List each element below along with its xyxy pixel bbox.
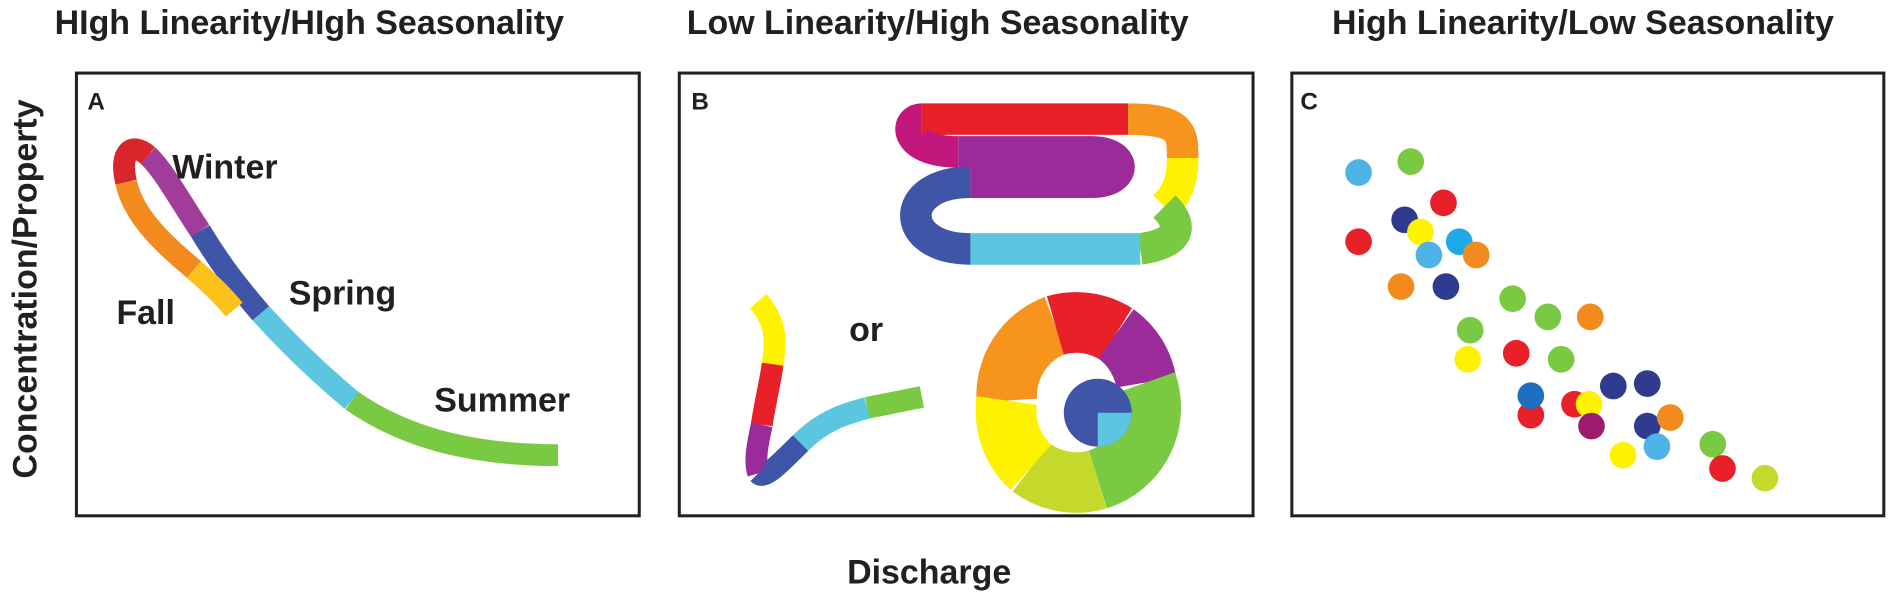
dot — [1456, 316, 1484, 344]
dot — [1576, 303, 1604, 331]
dot — [1517, 401, 1545, 429]
season-label: Spring — [289, 275, 397, 313]
panel-letter: C — [1300, 88, 1318, 115]
dot — [1633, 370, 1661, 397]
season-label: Fall — [116, 294, 174, 332]
dot — [1345, 228, 1372, 256]
scatter-dots — [1345, 148, 1779, 492]
dot — [1407, 218, 1434, 246]
dot — [1454, 345, 1482, 373]
connector-word: or — [849, 311, 883, 349]
dot — [1699, 430, 1727, 458]
season-label: Winter — [172, 149, 277, 187]
dot — [1397, 148, 1425, 175]
dot — [1432, 273, 1460, 300]
panel-frame — [1290, 71, 1886, 518]
dot — [1751, 464, 1779, 492]
dot — [1502, 339, 1530, 367]
dot — [1709, 455, 1736, 482]
dot — [1430, 189, 1457, 217]
dot — [1387, 273, 1415, 300]
v-curve — [745, 293, 925, 486]
dot — [1415, 241, 1443, 269]
dot — [1547, 345, 1575, 373]
dot — [1643, 433, 1671, 461]
dot — [1517, 382, 1545, 410]
panel-letter: A — [87, 88, 105, 115]
hysteresis-curve — [113, 138, 558, 467]
dot — [1499, 285, 1526, 313]
dot — [1656, 404, 1684, 431]
season-label: Summer — [434, 381, 570, 419]
dot — [1633, 412, 1661, 440]
dot — [1575, 390, 1603, 418]
y-axis-label: Concentration/Property — [6, 99, 44, 478]
x-axis-label: Discharge — [847, 554, 1011, 592]
dot — [1345, 159, 1372, 186]
panel-title: Low Linearity/High Seasonality — [687, 4, 1189, 42]
dot — [1462, 241, 1490, 269]
snake-loop — [895, 103, 1199, 265]
panel-letter: B — [691, 88, 709, 115]
dot — [1609, 441, 1637, 469]
panel-frame — [74, 71, 641, 518]
spiral — [975, 292, 1181, 513]
panel-title: HIgh Linearity/HIgh Seasonality — [55, 4, 565, 42]
dot — [1599, 372, 1627, 400]
panel-frame — [677, 71, 1255, 518]
dot — [1578, 412, 1605, 440]
dot — [1534, 303, 1562, 331]
panel-title: High Linearity/Low Seasonality — [1332, 4, 1834, 42]
